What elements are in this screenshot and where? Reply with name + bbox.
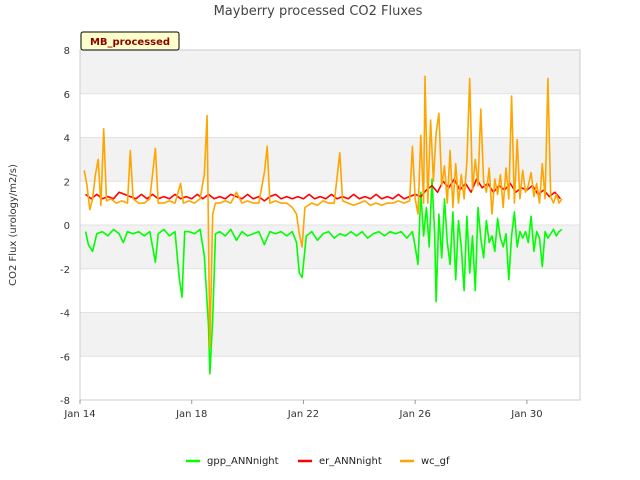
x-axis-ticks: Jan 14 Jan 18 Jan 22 Jan 26 Jan 30: [63, 400, 543, 420]
x-tick-label: Jan 14: [63, 409, 95, 420]
dataset-tag-label: MB_processed: [90, 37, 170, 48]
y-tick-label: 2: [64, 177, 70, 188]
plot-frame: [79, 49, 581, 401]
band-5: [80, 137, 580, 182]
band-7: [80, 50, 580, 94]
legend-label: wc_gf: [421, 456, 450, 467]
band-2: [80, 268, 580, 313]
series-line-er-annnight: [85, 178, 562, 202]
y-axis-ticks: -8 -6 -4 -2 0 2 4 6 8: [60, 46, 70, 407]
x-tick-label: Jan 18: [175, 409, 207, 420]
y-tick-label: 6: [64, 90, 70, 101]
dataset-tag-box: [80, 31, 180, 51]
series-lines: [83, 75, 563, 375]
y-tick-label: 8: [64, 46, 70, 57]
legend-label: gpp_ANNnight: [207, 456, 279, 467]
x-tick-label: Jan 30: [510, 409, 542, 420]
series-line-gpp-annnight: [84, 178, 563, 375]
series-line-wc-gf: [83, 75, 563, 349]
legend-label: er_ANNnight: [319, 456, 382, 467]
band-6: [80, 93, 580, 138]
dataset-tag: MB_processed: [80, 31, 180, 51]
y-tick-label: 0: [64, 221, 70, 232]
band-1: [80, 312, 580, 357]
y-tick-label: -6: [60, 352, 70, 363]
y-tick-label: -2: [60, 265, 70, 276]
chart-title: Mayberry processed CO2 Fluxes: [214, 4, 423, 19]
y-tick-label: -8: [60, 396, 70, 407]
band-0: [80, 356, 580, 400]
y-tick-label: 4: [64, 134, 70, 145]
x-tick-label: Jan 26: [399, 409, 431, 420]
y-tick-label: -4: [60, 309, 70, 320]
y-axis-label: CO2 Flux (urology/m2/s): [8, 164, 19, 286]
x-tick-label: Jan 22: [287, 409, 319, 420]
legend: gpp_ANNnight er_ANNnight wc_gf: [186, 456, 450, 467]
